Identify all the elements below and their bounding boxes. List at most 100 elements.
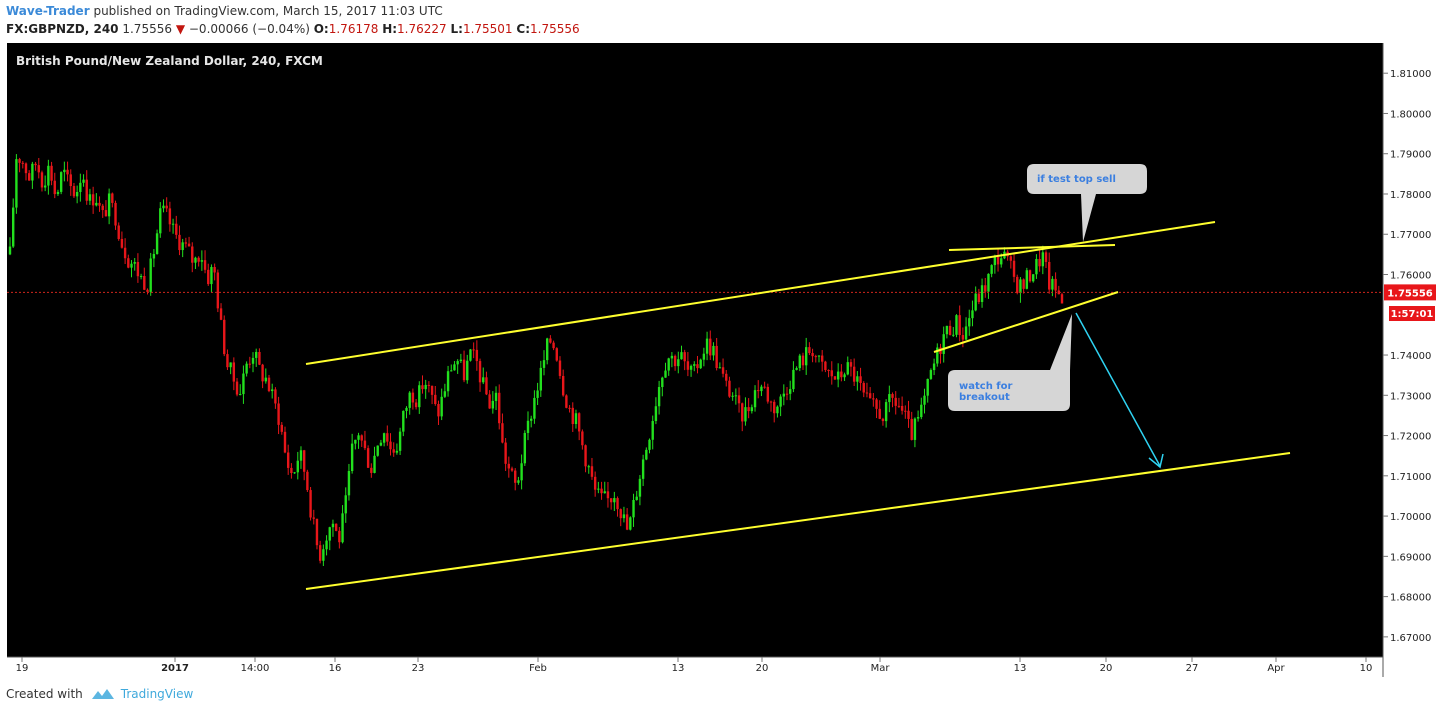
candle-body: [996, 256, 1000, 265]
down-triangle-icon: ▼: [175, 22, 186, 36]
top-callout-text: if test top sell: [1037, 174, 1116, 185]
candle-body: [974, 293, 977, 311]
author-name[interactable]: Wave-Trader: [6, 4, 90, 18]
candle-body: [171, 223, 175, 225]
candle-body: [437, 403, 440, 417]
candle-body: [79, 182, 82, 192]
candle-body: [609, 498, 613, 503]
candle-body: [801, 355, 805, 366]
candle-body: [984, 285, 987, 292]
candle-body: [261, 364, 264, 382]
candle-body: [434, 394, 437, 404]
candle-body: [990, 265, 993, 274]
candle-body: [1051, 278, 1054, 290]
candle-body: [581, 431, 584, 446]
candle-body: [533, 397, 536, 419]
candle-body: [590, 466, 594, 477]
candle-body: [741, 403, 744, 422]
candle-body: [482, 377, 485, 383]
candle-body: [728, 380, 731, 397]
candle-body: [865, 392, 869, 394]
candle-body: [382, 433, 386, 443]
candle-body: [155, 233, 159, 254]
candle-body: [843, 374, 846, 378]
tradingview-link[interactable]: TradingView: [120, 687, 194, 701]
candle-body: [721, 367, 725, 374]
candle-body: [251, 357, 255, 364]
candle-body: [632, 499, 635, 518]
candle-body: [312, 517, 315, 519]
candle-body: [40, 172, 44, 188]
candle-body: [769, 401, 773, 403]
candle-body: [421, 385, 424, 390]
candle-body: [59, 172, 63, 192]
candle-body: [1041, 252, 1045, 267]
candle-body: [958, 315, 961, 336]
x-tick-label: 2017: [161, 663, 189, 674]
candle-body: [664, 370, 667, 378]
candle-body: [239, 394, 242, 396]
candle-body: [689, 365, 693, 370]
candle-body: [661, 377, 664, 388]
candle-body: [501, 423, 504, 443]
projection-arrow[interactable]: [1075, 312, 1161, 467]
candle-body: [18, 159, 21, 163]
candle-body: [600, 488, 603, 494]
plot-area[interactable]: [7, 43, 1383, 657]
y-tick-label: 1.79000: [1390, 150, 1431, 161]
candle-body: [322, 549, 325, 561]
candle-body: [923, 395, 926, 405]
candle-body: [494, 392, 498, 401]
candle-body: [987, 273, 990, 292]
candle-body: [402, 410, 405, 432]
candle-body: [955, 315, 958, 335]
candle-body: [143, 276, 146, 290]
candle-body: [274, 389, 277, 404]
candle-body: [149, 258, 152, 292]
candle-body: [776, 406, 779, 414]
candle-body: [66, 169, 69, 175]
x-tick-label: 16: [329, 663, 342, 674]
candle-body: [520, 463, 523, 481]
wedge-support-line[interactable]: [933, 291, 1119, 353]
candle-body: [370, 467, 373, 473]
resistance-line[interactable]: [948, 244, 1116, 251]
candle-body: [964, 326, 968, 340]
candle-body: [200, 260, 204, 262]
candle-body: [836, 371, 840, 380]
candle-body: [942, 334, 945, 354]
candle-body: [884, 402, 888, 422]
candle-body: [545, 338, 549, 361]
top-callout[interactable]: [1027, 164, 1147, 242]
candle-body: [558, 360, 562, 376]
candle-body: [1044, 252, 1048, 262]
candle-body: [763, 386, 766, 388]
candle-body: [450, 370, 453, 372]
candle-body: [95, 202, 98, 206]
candle-body: [395, 450, 399, 453]
candle-body: [635, 496, 638, 500]
candle-body: [1009, 256, 1013, 261]
x-tick-label: 23: [412, 663, 425, 674]
x-tick-label: 20: [756, 663, 769, 674]
price-axis[interactable]: [1383, 43, 1438, 657]
candle-body: [1016, 276, 1019, 294]
lower-channel-line[interactable]: [305, 452, 1291, 590]
candle-body: [1019, 279, 1022, 294]
candle-body: [1035, 258, 1038, 275]
candle-body: [907, 410, 910, 419]
candle-body: [69, 174, 72, 187]
candle-body: [63, 169, 66, 173]
x-tick-label: 20: [1100, 663, 1113, 674]
bottom-callout[interactable]: [948, 314, 1072, 411]
candle-body: [334, 523, 338, 531]
candle-body: [782, 393, 786, 397]
candle-body: [622, 514, 626, 519]
candle-body: [318, 545, 322, 561]
time-axis[interactable]: [7, 657, 1383, 677]
candle-body: [418, 385, 421, 408]
close-label: C:: [516, 22, 530, 36]
candle-body: [651, 421, 654, 440]
candle-body: [638, 478, 642, 497]
